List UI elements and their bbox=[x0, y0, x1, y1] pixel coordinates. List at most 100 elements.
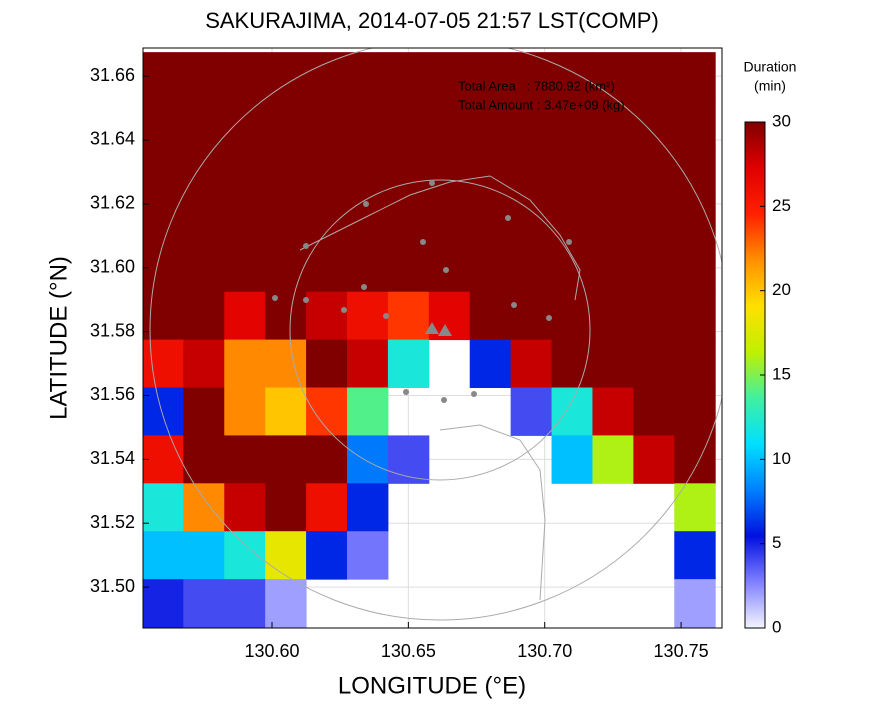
cell bbox=[469, 52, 512, 101]
cell bbox=[428, 195, 471, 245]
cell bbox=[633, 100, 675, 149]
cell bbox=[674, 579, 716, 628]
cell bbox=[265, 387, 307, 436]
cell bbox=[347, 531, 389, 580]
cell bbox=[674, 147, 716, 197]
x-tick-label: 130.70 bbox=[517, 641, 572, 661]
cell bbox=[183, 579, 225, 628]
cell bbox=[306, 291, 348, 341]
annotation: Total Amount : 3.47e+09 (kg) bbox=[458, 97, 625, 112]
cell bbox=[674, 483, 716, 532]
cell bbox=[265, 243, 307, 293]
cell bbox=[224, 435, 266, 484]
cell bbox=[306, 243, 348, 293]
axes: 130.60 130.65 130.70 130.75 31.50 31.52 31.54 3… bbox=[90, 65, 791, 661]
cell bbox=[592, 52, 634, 101]
cell bbox=[224, 291, 266, 341]
cell bbox=[633, 291, 675, 341]
cell bbox=[510, 339, 553, 389]
colorbar-tick-label: 15 bbox=[772, 364, 791, 383]
y-tick-label: 31.62 bbox=[90, 193, 135, 213]
cell bbox=[551, 100, 593, 149]
cell bbox=[183, 483, 225, 532]
cell bbox=[224, 243, 266, 293]
cell bbox=[183, 243, 225, 293]
cell bbox=[224, 531, 266, 580]
cell bbox=[592, 147, 634, 197]
x-tick-label: 130.65 bbox=[381, 641, 436, 661]
cell bbox=[143, 435, 184, 484]
y-tick-label: 31.56 bbox=[90, 384, 135, 404]
chart-title: SAKURAJIMA, 2014-07-05 21:57 LST(COMP) bbox=[205, 8, 659, 33]
cell bbox=[387, 291, 430, 341]
cell bbox=[387, 195, 430, 245]
cell bbox=[306, 339, 348, 389]
cell bbox=[592, 291, 634, 341]
cell bbox=[387, 147, 430, 197]
cell bbox=[224, 483, 266, 532]
cell bbox=[510, 291, 553, 341]
overlay bbox=[149, 48, 722, 621]
range-ring bbox=[289, 179, 591, 481]
stations bbox=[272, 180, 572, 403]
x-tick-label: 130.75 bbox=[654, 641, 709, 661]
cell bbox=[387, 52, 430, 101]
cell bbox=[674, 339, 716, 389]
cell bbox=[674, 195, 716, 245]
cell bbox=[306, 483, 348, 532]
x-axis-label: LONGITUDE (°E) bbox=[338, 672, 526, 699]
cell bbox=[265, 100, 307, 149]
coastline bbox=[299, 175, 581, 601]
cell bbox=[224, 147, 266, 197]
cell bbox=[592, 339, 634, 389]
cell bbox=[143, 579, 184, 628]
colorbar-label: (min) bbox=[754, 78, 786, 94]
cell bbox=[387, 100, 430, 149]
cell bbox=[510, 243, 553, 293]
cell bbox=[592, 243, 634, 293]
cell bbox=[510, 100, 553, 149]
cell bbox=[265, 339, 307, 389]
cell bbox=[265, 147, 307, 197]
cell bbox=[143, 291, 184, 341]
cell bbox=[265, 435, 307, 484]
cell bbox=[674, 52, 716, 101]
cell bbox=[674, 435, 716, 484]
cell bbox=[183, 387, 225, 436]
cell bbox=[265, 579, 307, 628]
cell bbox=[633, 195, 675, 245]
cell bbox=[306, 435, 348, 484]
cell bbox=[633, 52, 675, 101]
y-tick-label: 31.66 bbox=[90, 65, 135, 85]
cell bbox=[224, 387, 266, 436]
cell bbox=[183, 339, 225, 389]
cell bbox=[347, 52, 389, 101]
cell bbox=[551, 147, 593, 197]
cell bbox=[224, 195, 266, 245]
cell bbox=[306, 531, 348, 580]
cell bbox=[510, 387, 553, 436]
cell bbox=[143, 339, 184, 389]
cell bbox=[674, 100, 716, 149]
cell bbox=[592, 435, 634, 484]
cell bbox=[469, 195, 512, 245]
cell bbox=[428, 147, 471, 197]
colorbar-tick-label: 30 bbox=[772, 111, 791, 130]
colorbar-tick-label: 5 bbox=[772, 533, 781, 552]
cell bbox=[224, 52, 266, 101]
cell bbox=[428, 100, 471, 149]
plot-frame bbox=[142, 47, 723, 629]
cell bbox=[469, 291, 512, 341]
cell bbox=[347, 100, 389, 149]
cell bbox=[633, 339, 675, 389]
y-tick-label: 31.60 bbox=[90, 256, 135, 276]
cell bbox=[183, 291, 225, 341]
cell bbox=[306, 52, 348, 101]
cell bbox=[347, 435, 389, 484]
cell bbox=[674, 531, 716, 580]
cell bbox=[551, 291, 593, 341]
cell bbox=[551, 52, 593, 101]
cell bbox=[387, 243, 430, 293]
y-tick-label: 31.64 bbox=[90, 129, 135, 149]
cell bbox=[633, 147, 675, 197]
